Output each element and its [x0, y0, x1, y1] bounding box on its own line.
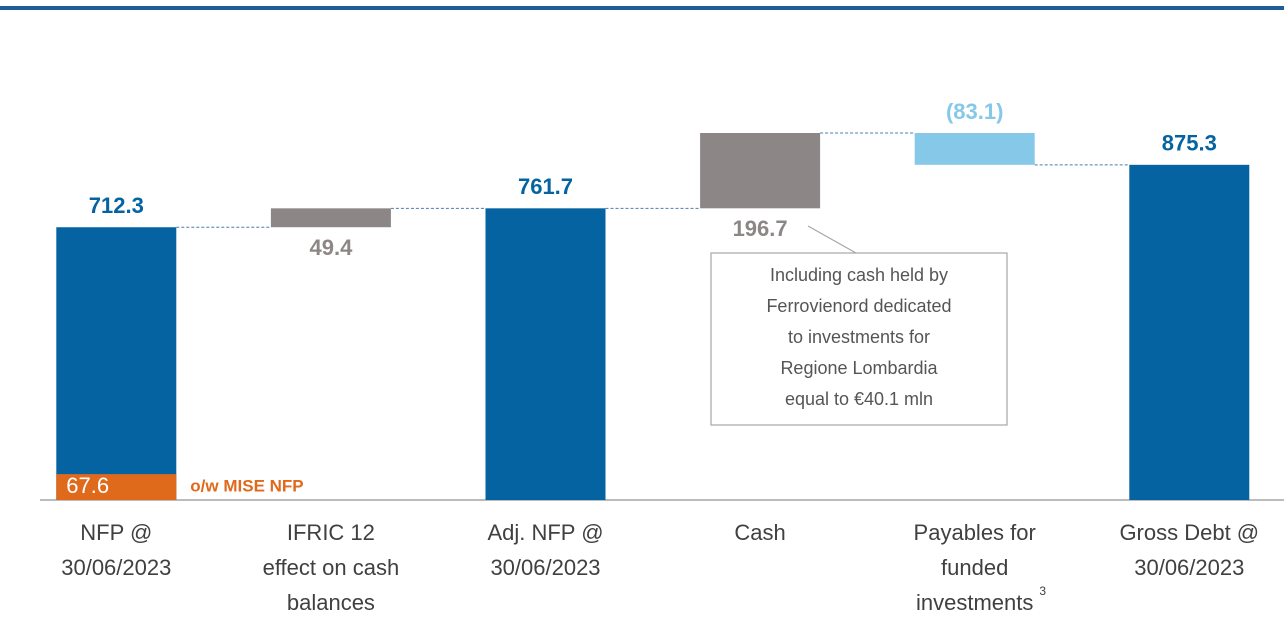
value-label: 875.3 [1162, 131, 1217, 156]
footnote-marker: 3 [1039, 584, 1046, 598]
annotation-box [710, 252, 1008, 426]
sub-segment-name: o/w MISE NFP [190, 477, 303, 496]
annotation-text: Regione Lombardia [780, 358, 938, 378]
bar [700, 133, 821, 209]
sub-segment [56, 474, 177, 500]
x-tick-label: effect on cash [263, 555, 400, 580]
value-label: 196.7 [733, 216, 788, 241]
x-tick-label: Cash [734, 520, 785, 545]
bar [914, 133, 1035, 165]
annotation-text: Ferrovienord dedicated [766, 296, 951, 316]
annotation-text: equal to €40.1 mln [785, 389, 933, 409]
x-tick-label: funded [941, 555, 1008, 580]
x-tick-label: 30/06/2023 [1134, 555, 1244, 580]
leader-line [807, 225, 857, 254]
x-tick-label: IFRIC 12 [287, 520, 375, 545]
x-tick-label: Adj. NFP @ [487, 520, 603, 545]
bar [56, 227, 177, 500]
value-label: 49.4 [309, 235, 353, 260]
bar [1129, 164, 1250, 500]
value-label: (83.1) [946, 99, 1003, 124]
bar [485, 208, 606, 500]
x-tick-label: 30/06/2023 [490, 555, 600, 580]
x-tick-label: investments [916, 590, 1033, 615]
value-label: 761.7 [518, 174, 573, 199]
value-label: 712.3 [89, 193, 144, 218]
sub-segment-value: 67.6 [66, 473, 109, 498]
x-tick-label: 30/06/2023 [61, 555, 171, 580]
annotation-text: Including cash held by [770, 265, 948, 285]
x-tick-label: balances [287, 590, 375, 615]
bar [270, 208, 391, 228]
x-tick-label: Gross Debt @ [1119, 520, 1259, 545]
x-tick-label: Payables for [914, 520, 1036, 545]
x-tick-label: NFP @ [80, 520, 152, 545]
annotation-text: to investments for [788, 327, 930, 347]
top-rule [0, 6, 1284, 10]
